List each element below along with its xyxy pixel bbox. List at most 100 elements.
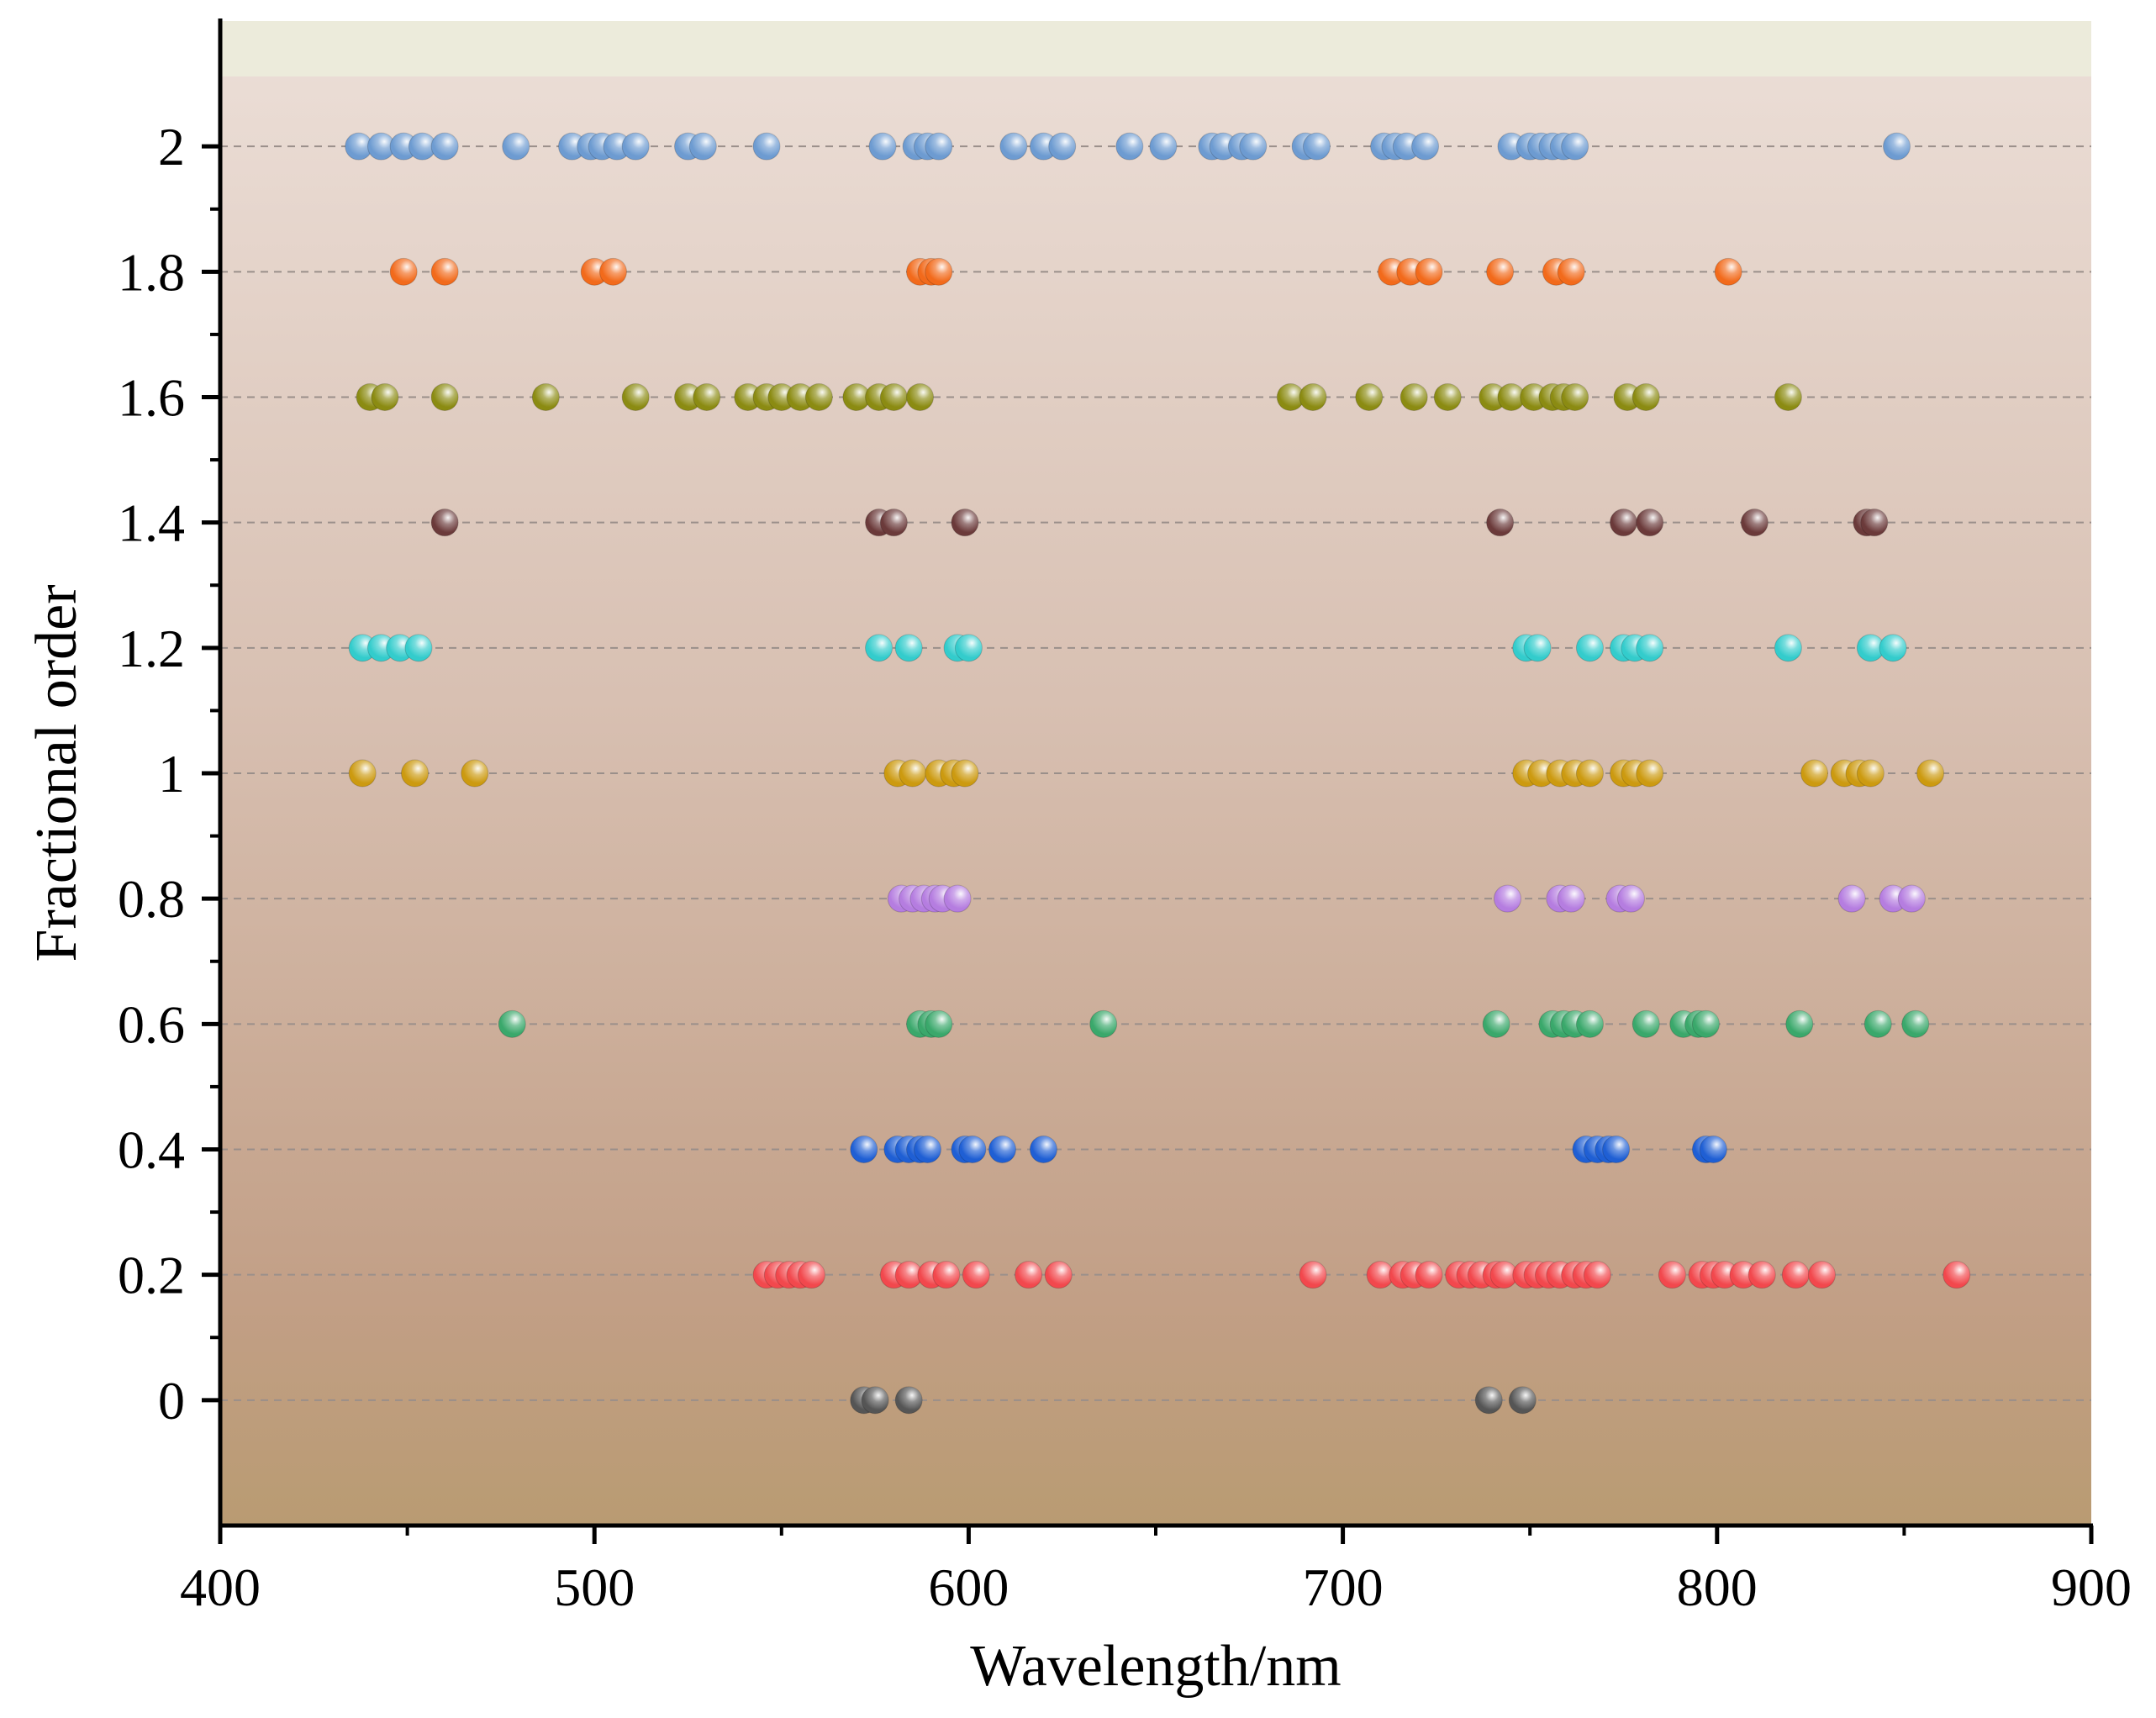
y-tick-label: 0.4 [118,1120,185,1180]
data-point [1781,1261,1810,1289]
data-point [879,509,908,537]
data-point [999,132,1028,161]
data-point [1474,1386,1503,1415]
data-point [1879,884,1907,913]
data-point [1901,1009,1930,1038]
data-point [557,132,586,161]
data-point [1029,132,1057,161]
data-point [951,509,979,537]
data-point [1729,1261,1758,1289]
data-point [842,383,871,411]
data-point [531,383,560,411]
data-point [1433,383,1462,411]
data-point [1860,509,1889,537]
data-point [1497,132,1526,161]
data-point [925,132,953,161]
data-point [1774,383,1802,411]
data-point [1916,759,1945,788]
x-tick-label: 500 [554,1557,635,1617]
data-point [348,634,377,662]
data-point [1302,132,1331,161]
y-axis-title: Fractional order [24,585,89,962]
x-tick-label: 600 [928,1557,1009,1617]
data-point [1575,1009,1604,1038]
data-point [1636,759,1664,788]
data-point [1523,634,1552,662]
data-point [1602,1136,1631,1163]
data-point [1486,257,1515,286]
data-point [408,132,436,161]
data-point [1882,132,1911,161]
y-tick-label: 1 [158,744,185,804]
data-point [925,1009,953,1038]
data-point [430,383,459,411]
data-point [621,383,650,411]
data-point [404,634,433,662]
data-point [1740,509,1769,537]
data-point [1856,634,1885,662]
data-point [1613,383,1642,411]
y-tick-label: 2 [158,117,185,177]
plot-top-band [220,21,2091,76]
data-point [1115,132,1144,161]
data-point [1747,1261,1776,1289]
y-axis-ticks: 0 0.2 0.4 0.6 0.8 1 1.2 1.4 1.6 1.8 2 [118,117,220,1431]
data-point [389,257,418,286]
data-point [943,884,972,913]
data-point [951,759,979,788]
data-points [345,132,1971,1415]
x-axis-ticks: 400 500 600 700 800 900 [180,1526,2132,1617]
data-point [1355,383,1384,411]
data-point [598,257,627,286]
data-point [861,1386,889,1415]
data-point [1774,634,1802,662]
data-point [958,1136,987,1163]
y-tick-label: 1.6 [118,368,185,428]
y-tick-label: 0.8 [118,869,185,929]
data-point [1508,1386,1537,1415]
data-point [1557,884,1585,913]
data-point [1699,1136,1727,1163]
data-point [688,132,717,161]
data-point [580,257,609,286]
data-point [1497,383,1526,411]
data-point [1392,132,1421,161]
data-point [1276,383,1305,411]
data-point [1863,1009,1892,1038]
data-point [1366,1261,1394,1289]
data-point [1561,383,1589,411]
data-point [1482,1009,1510,1038]
data-point [430,132,459,161]
data-point [1583,1261,1611,1289]
data-point [502,132,530,161]
data-point [899,759,927,788]
x-tick-label: 800 [1677,1557,1758,1617]
data-point [1400,383,1428,411]
data-point [932,1261,961,1289]
data-point [1575,759,1604,788]
data-point [1015,1261,1043,1289]
data-point [894,1261,923,1289]
data-point [693,383,721,411]
data-point [1489,1261,1518,1289]
data-point [1561,132,1589,161]
data-point [1377,257,1405,286]
data-point [1209,132,1237,161]
data-point [913,1136,941,1163]
data-point [734,383,762,411]
data-point [366,132,395,161]
data-point [1616,884,1645,913]
data-point [430,257,459,286]
data-point [1879,634,1907,662]
data-point [1520,383,1548,411]
data-point [786,383,814,411]
data-point [1557,257,1585,286]
data-point [894,1386,923,1415]
data-point [674,383,702,411]
data-point [1029,1136,1057,1163]
data-point [348,759,377,788]
data-point [1800,759,1829,788]
data-point [498,1009,526,1038]
data-point [1044,1261,1073,1289]
